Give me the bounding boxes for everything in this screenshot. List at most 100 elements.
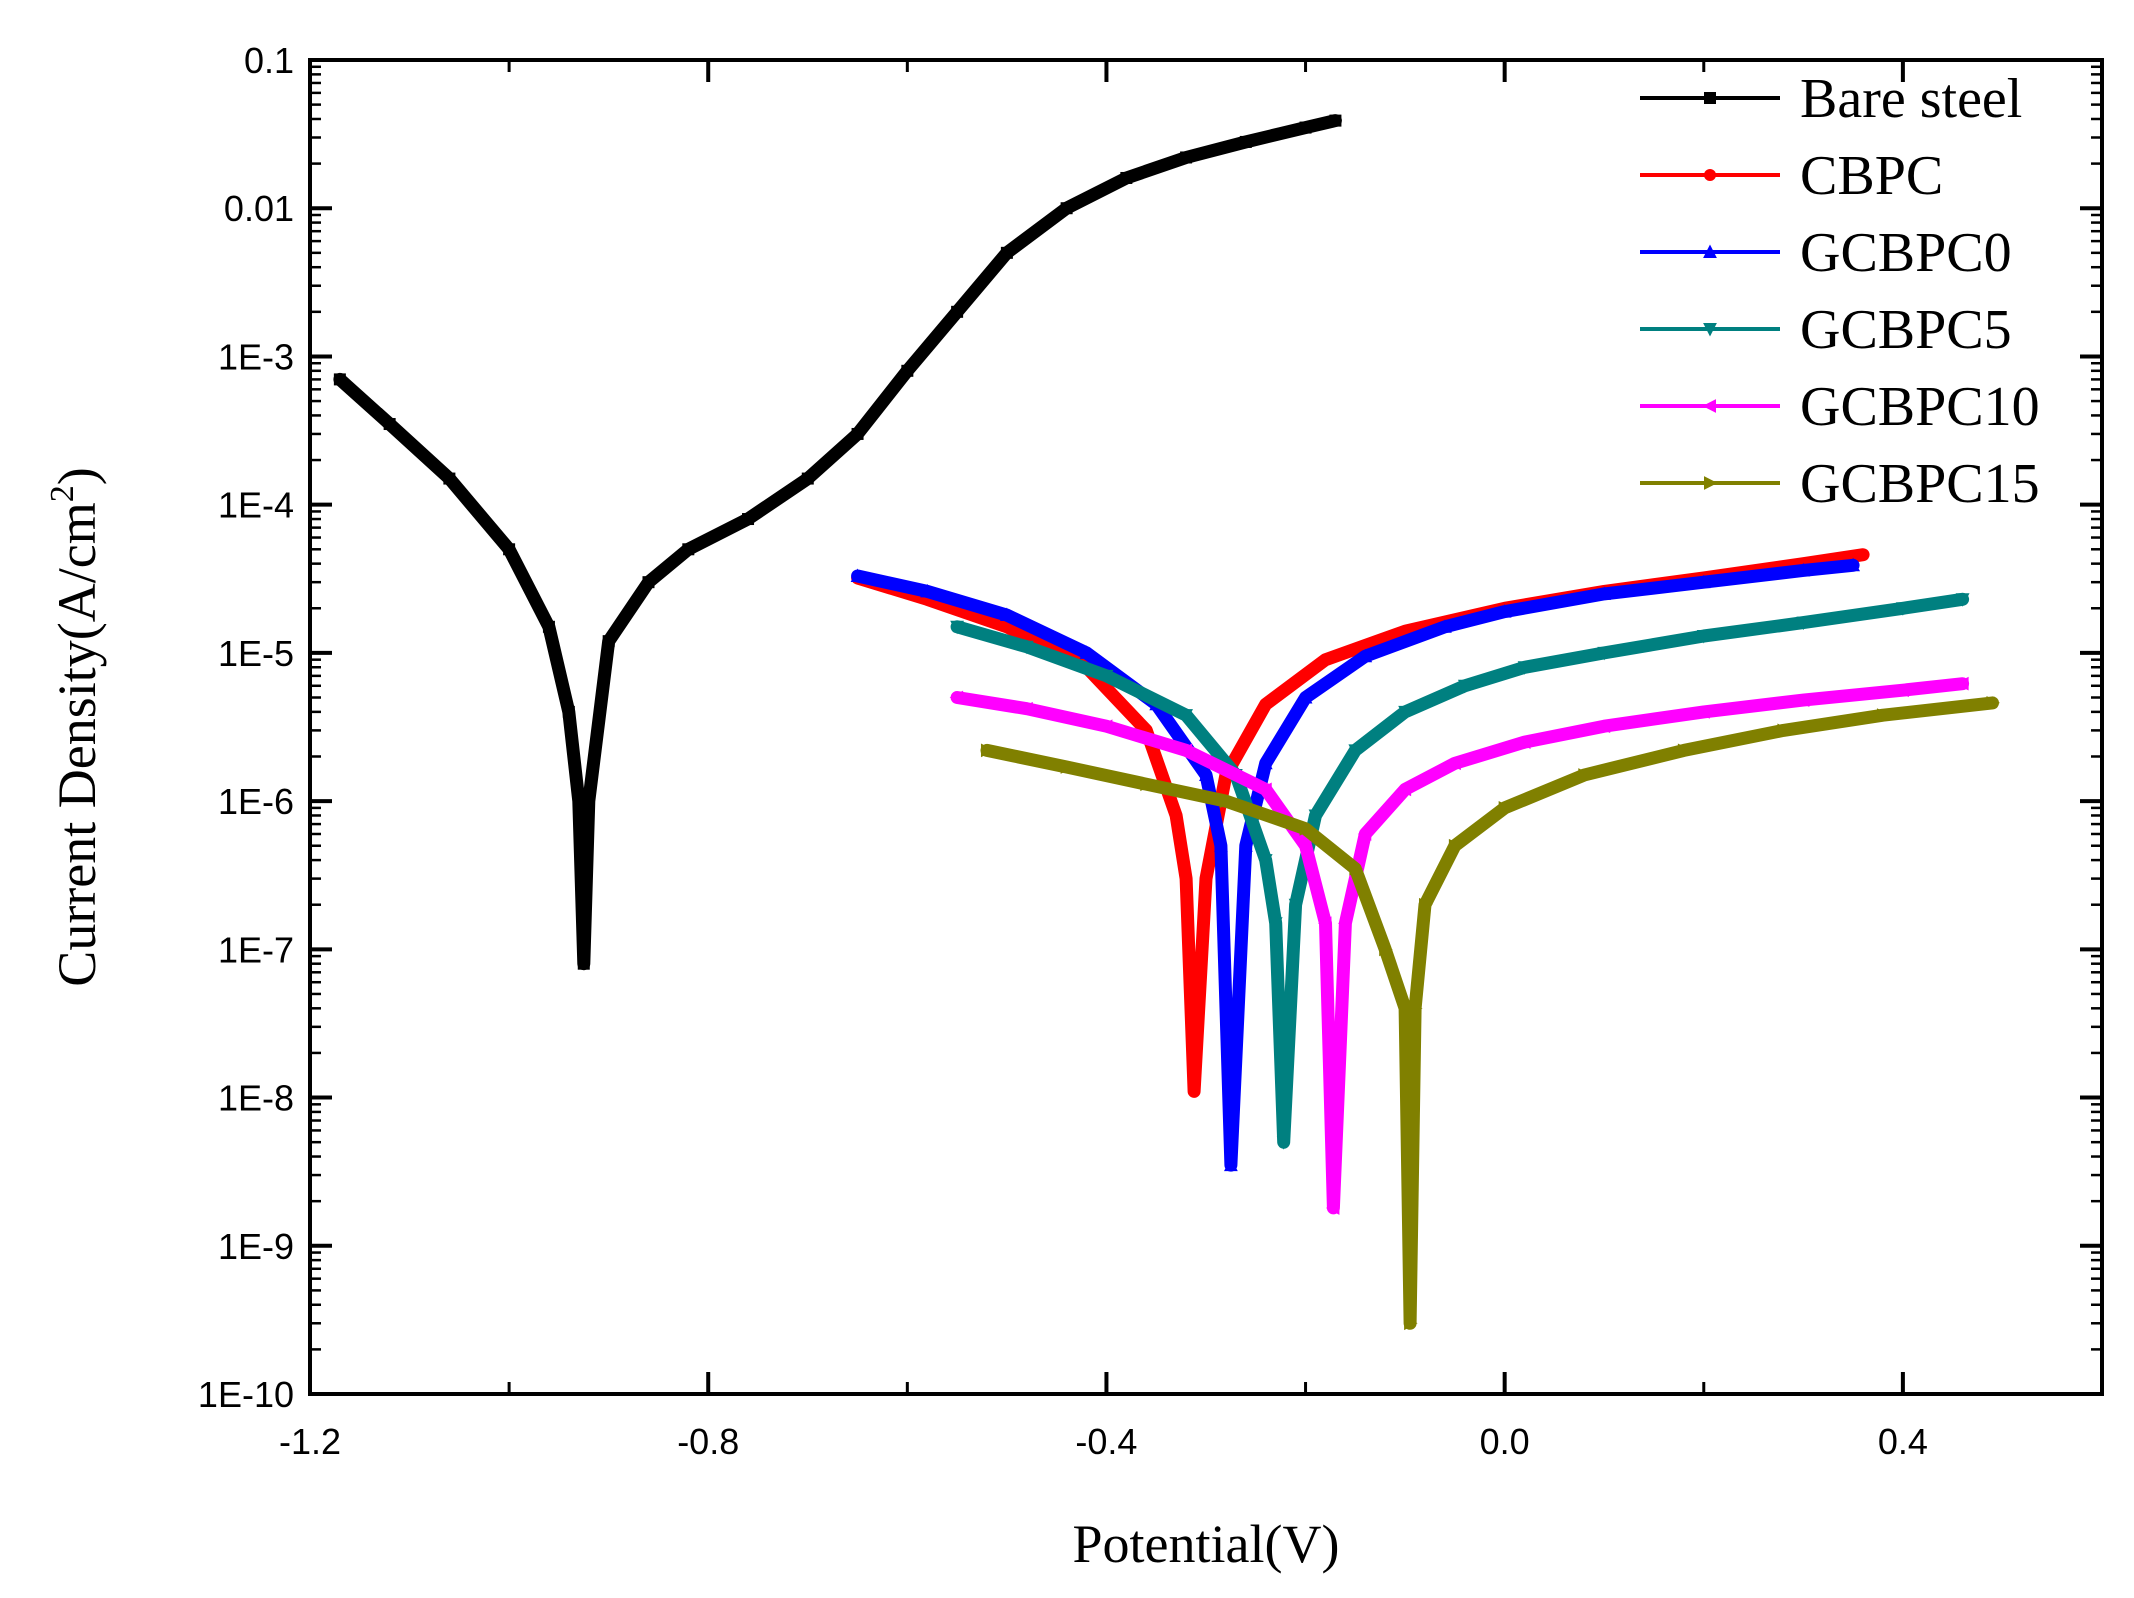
legend-item: GCBPC15 — [1640, 453, 2040, 515]
data-point — [1299, 121, 1312, 134]
data-point — [950, 620, 965, 635]
data-point — [1704, 476, 1718, 490]
data-point — [851, 427, 864, 440]
data-point — [1317, 916, 1332, 931]
legend-label: GCBPC5 — [1800, 299, 2012, 361]
y-tick-label: 1E-8 — [218, 1078, 294, 1119]
data-point — [1019, 701, 1033, 716]
axes-layer: -1.2 -0.8 -0.4 0.0 0.4 1E-10 1E-9 1E-8 1E-7 1E-6 1… — [198, 40, 2102, 1462]
data-point — [1696, 704, 1710, 719]
data-point — [1299, 821, 1314, 836]
data-point — [1276, 1136, 1291, 1150]
data-point — [1955, 593, 1970, 607]
y-tick-label: 1E-4 — [218, 485, 294, 526]
legend: Bare steel CBPC GCBPC0 GCBPC5 GCBPC10 GCBPC15 — [1640, 68, 2040, 515]
legend-item: GCBPC0 — [1640, 222, 2012, 284]
data-point — [1704, 169, 1716, 181]
data-point — [1696, 629, 1711, 644]
y-tick-label: 0.01 — [224, 188, 294, 229]
data-point — [1079, 645, 1094, 659]
data-point — [1298, 838, 1312, 853]
data-point — [1876, 708, 1891, 723]
series-group — [950, 592, 1970, 1150]
data-point — [1447, 756, 1461, 771]
x-tick-label: -1.2 — [279, 1421, 341, 1462]
data-point — [1178, 743, 1193, 758]
data-point — [1379, 942, 1393, 957]
y-axis-title-close: ) — [47, 467, 107, 485]
data-point — [949, 690, 964, 705]
data-point — [1180, 151, 1193, 164]
legend-label: GCBPC15 — [1800, 453, 2040, 515]
data-point — [572, 795, 585, 808]
legend-item: GCBPC10 — [1640, 376, 2040, 438]
data-point — [951, 305, 964, 318]
data-point — [1258, 854, 1273, 868]
data-point — [333, 373, 346, 386]
data-point — [1702, 399, 1716, 413]
series-group — [980, 695, 2000, 1331]
data-point — [1258, 755, 1273, 770]
x-axis-title: Potential(V) — [1073, 1514, 1340, 1574]
data-point — [1857, 548, 1870, 561]
data-point — [1895, 602, 1910, 616]
series-group — [949, 676, 1970, 1215]
y-tick-label: 0.1 — [244, 40, 294, 81]
x-tick-label: 0.4 — [1878, 1421, 1928, 1462]
series-group — [850, 557, 1861, 1172]
data-point — [1170, 809, 1183, 822]
data-point — [1258, 782, 1272, 797]
data-point — [1288, 898, 1303, 913]
data-point — [920, 583, 935, 598]
data-point — [1000, 246, 1013, 259]
legend-label: GCBPC0 — [1800, 222, 2012, 284]
data-point — [1268, 917, 1283, 931]
y-tick-label: 1E-5 — [218, 633, 294, 674]
y-tick-label: 1E-10 — [198, 1374, 294, 1415]
plot-frame — [308, 58, 2104, 1396]
legend-label: CBPC — [1800, 145, 1943, 207]
data-point — [602, 635, 615, 648]
legend-label: Bare steel — [1800, 68, 2022, 130]
legend-item: CBPC — [1640, 145, 1943, 207]
data-point — [443, 472, 456, 485]
data-point — [642, 576, 655, 589]
data-point — [980, 743, 995, 758]
data-point — [742, 513, 755, 526]
data-point — [1517, 735, 1531, 750]
data-point — [1239, 135, 1252, 148]
data-point — [1120, 171, 1133, 184]
data-point — [1497, 604, 1512, 618]
x-tick-label: -0.8 — [677, 1421, 739, 1462]
data-point — [1188, 1085, 1201, 1098]
data-point — [582, 795, 595, 808]
series-line-core — [857, 563, 1854, 1166]
data-point — [1179, 709, 1193, 723]
legend-item: GCBPC5 — [1640, 299, 2012, 361]
data-point — [1986, 695, 2000, 710]
data-point — [1796, 616, 1811, 631]
data-point — [1578, 768, 1592, 782]
legend-label: GCBPC10 — [1800, 376, 2040, 438]
data-point — [1596, 719, 1611, 734]
data-point — [1308, 809, 1323, 823]
y-axis-title-superscript: 2 — [44, 485, 81, 502]
y-tick-label: 1E-3 — [218, 336, 294, 377]
data-point — [1846, 557, 1861, 572]
data-point — [1517, 661, 1532, 675]
data-point — [577, 957, 590, 970]
data-point — [1180, 872, 1193, 885]
series-line-core — [986, 701, 1993, 1324]
data-point — [1199, 767, 1213, 782]
data-point — [1319, 653, 1332, 666]
data-point — [1703, 244, 1717, 258]
data-point — [1703, 323, 1717, 337]
data-point — [801, 472, 814, 485]
data-point — [1677, 743, 1692, 758]
series-group — [333, 114, 1342, 971]
data-point — [1399, 1001, 1413, 1016]
data-point — [1955, 676, 1969, 691]
data-point — [542, 620, 555, 633]
data-point — [1597, 646, 1612, 661]
